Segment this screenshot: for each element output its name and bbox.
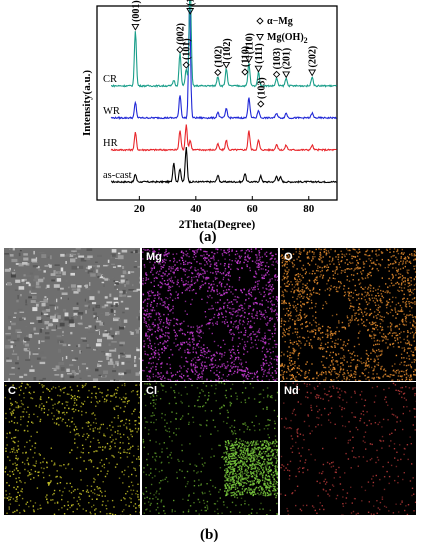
caption-b: (b) [200,527,219,543]
peak-label: (103) [272,48,283,70]
chart-series: as-cast HR WR CR [103,0,338,184]
peak-annotation: (102) [222,38,233,69]
peak-annotation: (102) [213,46,224,77]
plot-frame [96,5,338,201]
eds-element-label-c: C [8,385,16,397]
peak-annotation: (101) [186,0,197,15]
eds-map-image-sem [4,248,140,381]
peak-label: (110) [244,33,255,54]
peak-label: (102) [213,46,224,68]
eds-panel-o: O [280,248,416,381]
x-tick-label: 80 [303,203,315,215]
x-axis-label: 2Theta(Degree) [179,219,256,230]
peak-label: (111) [254,43,265,64]
diamond-marker [272,70,281,79]
series-line-WR [110,6,337,120]
peak-label: (002) [176,23,187,45]
legend-entry: Mg(OH)2 [256,32,308,45]
eds-element-label-cl: Cl [146,385,157,397]
chart-axes: 20 40 60 80 2Theta(Degree) Intensity(a.u.) [81,5,338,230]
chart-annotations: (001)(002)(101)(101)(102)(102)(110)(110)… [131,0,319,108]
triangle-marker [256,34,264,41]
legend-label: Mg(OH)2 [267,32,308,45]
caption-a: (a) [199,229,217,245]
peak-annotation: (001) [131,0,142,31]
peak-label: (101) [186,0,197,6]
eds-element-label-o: O [284,251,293,263]
legend-entry: α−Mg [256,16,293,27]
triangle-marker [244,56,253,64]
peak-label: (202) [308,46,319,68]
eds-map-image-nd [280,382,416,515]
diamond-marker [214,68,222,77]
x-tick-label: 40 [190,203,202,215]
x-tick-label: 60 [247,203,259,215]
series-line-as-cast [111,147,337,184]
peak-label: (201) [282,48,293,70]
peak-annotation: (103) [272,48,283,79]
series-line-CR [111,0,338,88]
eds-panel-sem [4,248,140,381]
peak-annotation: (201) [282,48,293,79]
peak-annotation: (002) [176,23,187,54]
triangle-marker [131,23,140,31]
diamond-marker [257,100,265,108]
series-label-HR: HR [103,138,118,149]
diamond-marker [241,68,249,76]
series-label-WR: WR [103,106,120,117]
series-label-CR: CR [103,74,117,85]
y-axis-label: Intensity(a.u.) [81,70,93,136]
eds-element-label-nd: Nd [284,385,299,397]
series-line-HR [110,124,337,152]
xrd-chart: 20 40 60 80 2Theta(Degree) Intensity(a.u.) as… [81,0,338,230]
diamond-marker [182,61,190,69]
eds-element-label-mg: Mg [146,251,162,263]
peak-annotation: (101) [182,38,193,69]
series-label-as-cast: as-cast [103,170,132,181]
triangle-marker [254,65,263,73]
peak-annotation: (110) [244,33,255,64]
eds-map-image-o [280,248,416,381]
peak-label: (001) [131,0,142,22]
eds-map-image-cl [142,382,278,515]
x-tick-label: 20 [134,203,146,215]
eds-panel-mg: Mg [142,248,278,381]
peak-annotation: (202) [308,46,319,77]
chart-legend: α−Mg Mg(OH)2 [256,16,308,45]
triangle-marker [308,69,317,77]
peak-annotation: (111) [254,43,265,73]
triangle-marker [186,8,195,15]
eds-map-image-mg [142,248,278,381]
peak-label: (103) [256,77,267,99]
triangle-marker [282,71,291,79]
legend-label: α−Mg [267,16,293,27]
eds-panel-nd: Nd [280,382,416,515]
eds-panel-cl: Cl [142,382,278,515]
diamond-marker [256,17,264,25]
triangle-marker [222,61,231,69]
diamond-marker [176,46,184,54]
eds-map-image-c [4,382,140,515]
peak-annotation: (103) [256,77,267,108]
eds-panel-c: C [4,382,140,515]
peak-label: (102) [222,38,233,60]
peak-label: (101) [182,38,193,60]
